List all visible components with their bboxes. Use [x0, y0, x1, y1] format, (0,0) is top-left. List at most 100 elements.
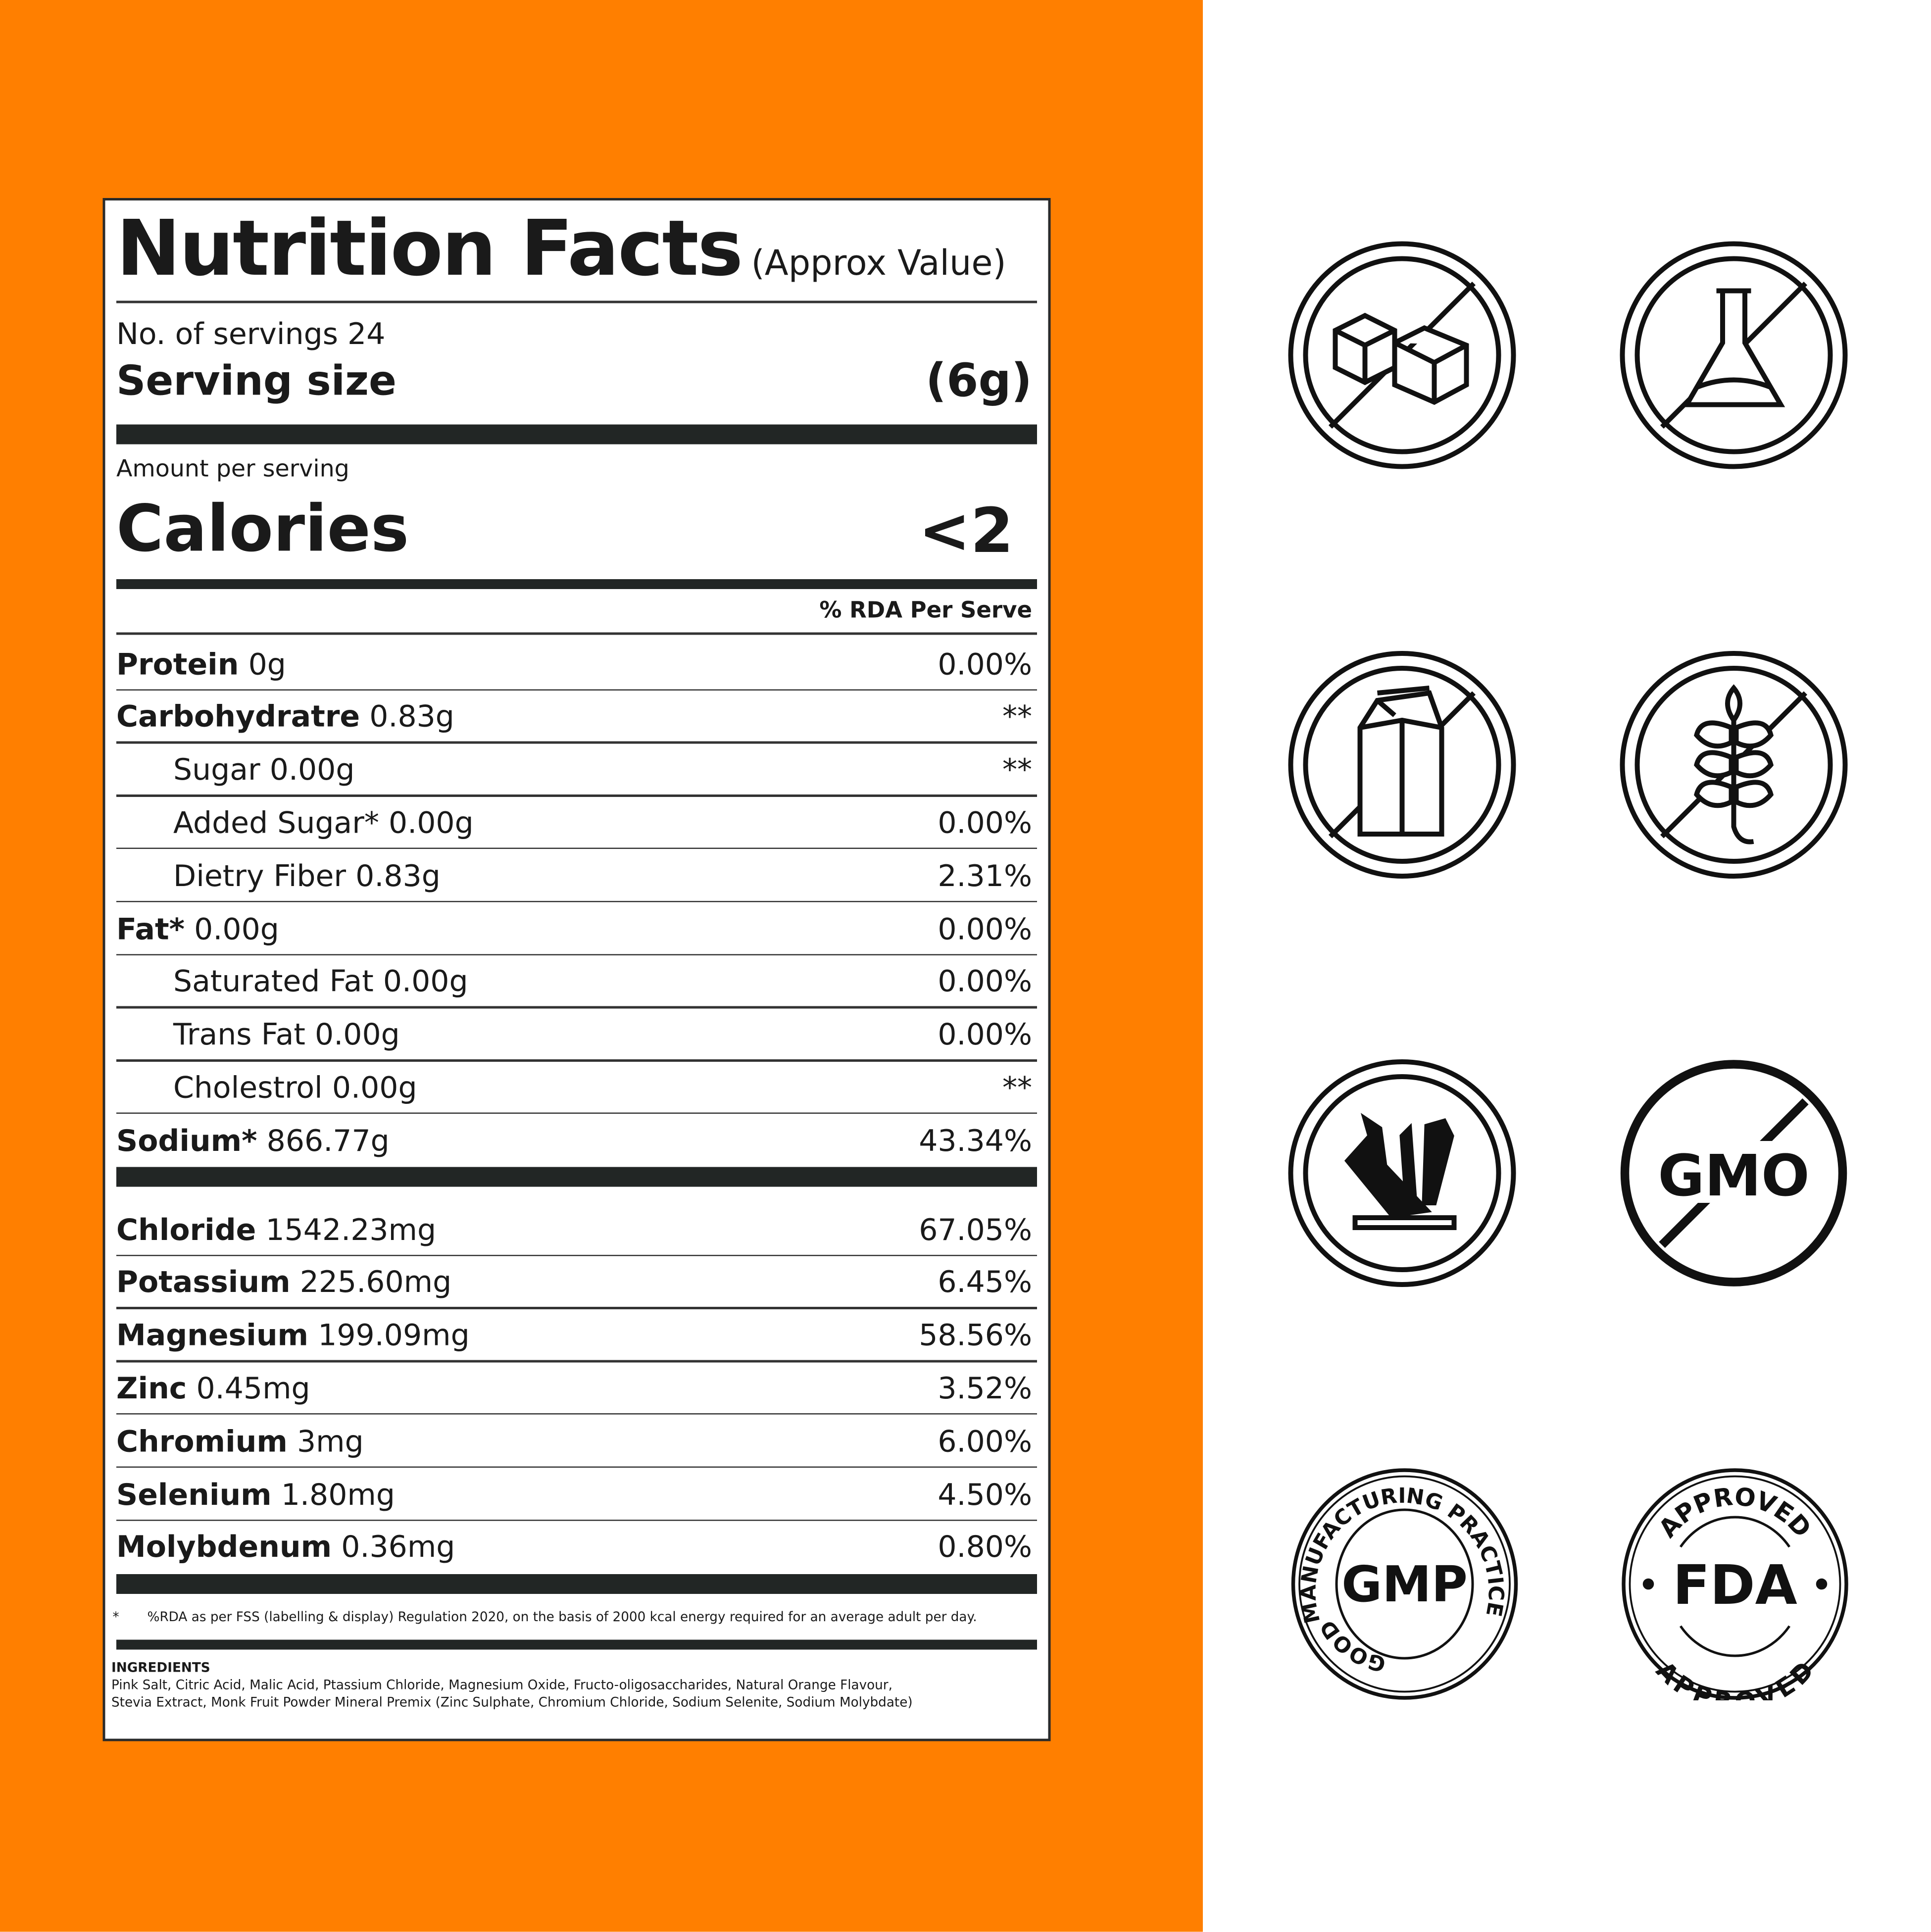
nutrient-name: Dietry Fiber 0.83g: [116, 858, 441, 893]
nutrient-rda: 3.52%: [938, 1371, 1032, 1406]
nutrient-amount: 0.00g: [332, 1070, 417, 1105]
nutrient-amount: 1542.23mg: [265, 1212, 437, 1247]
gluten-free-icon: [1620, 651, 1848, 879]
nutrient-rda: 58.56%: [919, 1318, 1032, 1353]
nutrient-label: Added Sugar*: [173, 805, 379, 841]
nutrient-label: Molybdenum: [116, 1530, 332, 1565]
gmo-text: GMO: [1658, 1143, 1810, 1209]
nutrient-row: Cholestrol 0.00g **: [116, 1061, 1037, 1114]
nutrient-amount: 0.00g: [315, 1017, 400, 1052]
nutrient-rda: 0.00%: [938, 964, 1032, 999]
nutrient-name: Protein 0g: [116, 646, 286, 681]
footnote: %RDA as per FSS (labelling & display) Re…: [147, 1610, 977, 1625]
nutrient-rda: **: [1002, 1070, 1032, 1105]
nutrient-amount: 0.83g: [355, 858, 441, 893]
nutrient-rda: 0.00%: [938, 1017, 1032, 1052]
nutrient-row: Chloride 1542.23mg 67.05%: [116, 1203, 1037, 1256]
nutrient-name: Magnesium 199.09mg: [116, 1318, 470, 1353]
nutrient-amount: 0.00g: [194, 911, 279, 946]
nutrient-rda: **: [1002, 752, 1032, 788]
calories-label: Calories: [116, 493, 409, 567]
nutrient-name: Selenium 1.80mg: [116, 1477, 395, 1512]
nutrient-name: Added Sugar* 0.00g: [116, 805, 474, 840]
nutrient-name: Trans Fat 0.00g: [116, 1017, 400, 1052]
fda-approved-icon: APPROVED APPROVED FDA: [1622, 1468, 1848, 1700]
nutrient-rda: 4.50%: [938, 1477, 1032, 1512]
title-note: (Approx Value): [751, 243, 1006, 284]
footnote-mark: *: [112, 1610, 119, 1625]
divider-bar: [116, 1574, 1037, 1594]
nutrient-label: Cholestrol: [173, 1070, 323, 1105]
nutrient-rda: **: [1002, 699, 1032, 735]
nutrient-amount: 1.80mg: [281, 1477, 395, 1512]
nutrient-name: Sugar 0.00g: [116, 752, 354, 787]
nutrient-rda: 2.31%: [938, 858, 1032, 893]
nutrient-label: Zinc: [116, 1371, 187, 1406]
nutrient-amount: 0.00g: [269, 752, 355, 788]
minerals-icon: [1288, 1059, 1516, 1287]
nutrient-name: Sodium* 866.77g: [116, 1123, 390, 1158]
nutrient-row: Carbohydratre 0.83g **: [116, 690, 1037, 743]
nutrient-name: Chloride 1542.23mg: [116, 1212, 436, 1247]
nutrient-name: Molybdenum 0.36mg: [116, 1530, 455, 1565]
divider-bar: [116, 424, 1037, 445]
gmp-badge-icon: MANUFACTURING PRACTICE GOOD GMP: [1291, 1468, 1518, 1700]
serving-size-value: (6g): [925, 354, 1032, 407]
nutrient-rda: 67.05%: [919, 1212, 1032, 1247]
nutrient-amount: 199.09mg: [318, 1318, 470, 1353]
nutrient-rda: 0.00%: [938, 911, 1032, 946]
nutrient-label: Sugar: [173, 752, 260, 788]
nutrient-row: Molybdenum 0.36mg 0.80%: [116, 1521, 1032, 1574]
servings-count: No. of servings 24: [116, 317, 386, 351]
nutrient-row: Chromium 3mg 6.00%: [116, 1415, 1037, 1468]
rda-header: % RDA Per Serve: [819, 597, 1032, 624]
nutrient-label: Trans Fat: [173, 1017, 305, 1052]
nutrient-name: Chromium 3mg: [116, 1424, 364, 1459]
nutrition-facts-label: Nutrition Facts (Approx Value) No. of se…: [102, 198, 1051, 1741]
nutrient-row: Sugar 0.00g **: [116, 743, 1037, 796]
nutrient-row: Dietry Fiber 0.83g 2.31%: [116, 849, 1037, 902]
nutrient-label: Protein: [116, 646, 239, 682]
nutrient-amount: 3mg: [297, 1424, 364, 1459]
nutrient-row: Trans Fat 0.00g 0.00%: [116, 1008, 1037, 1061]
calories-value: <2: [918, 495, 1014, 567]
nutrient-rda: 6.45%: [938, 1265, 1032, 1300]
nutrient-label: Carbohydratre: [116, 699, 360, 735]
nutrient-name: Zinc 0.45mg: [116, 1371, 310, 1406]
nutrient-label: Saturated Fat: [173, 964, 374, 999]
nutrient-rda: 0.00%: [938, 805, 1032, 841]
nutrient-amount: 0.00g: [389, 805, 474, 841]
nutrient-row: Selenium 1.80mg 4.50%: [116, 1468, 1037, 1521]
ingredients-line: Stevia Extract, Monk Fruit Powder Minera…: [111, 1695, 913, 1710]
ingredients-line: Pink Salt, Citric Acid, Malic Acid, Ptas…: [111, 1678, 892, 1693]
nutrient-amount: 0.45mg: [196, 1371, 310, 1406]
non-gmo-icon: GMO: [1620, 1060, 1847, 1287]
nutrient-name: Fat* 0.00g: [116, 911, 279, 946]
nutrient-row: Added Sugar* 0.00g 0.00%: [116, 796, 1037, 849]
amount-per-serving: Amount per serving: [116, 455, 349, 483]
no-chemicals-icon: [1620, 241, 1848, 469]
label-title: Nutrition Facts: [116, 203, 743, 294]
nutrient-amount: 0.83g: [369, 699, 454, 735]
nutrient-name: Carbohydratre 0.83g: [116, 699, 454, 734]
nutrient-rda: 0.00%: [938, 646, 1032, 682]
no-dairy-icon: [1288, 651, 1516, 879]
nutrient-label: Fat*: [116, 911, 185, 946]
nutrient-amount: 866.77g: [266, 1123, 390, 1158]
nutrient-label: Dietry Fiber: [173, 858, 347, 893]
nutrient-amount: 225.60mg: [299, 1265, 452, 1300]
fda-ring-bottom: APPROVED: [1650, 1656, 1819, 1700]
no-sugar-icon: [1288, 241, 1516, 469]
svg-text:APPROVED: APPROVED: [1650, 1656, 1819, 1700]
ingredients-title: INGREDIENTS: [111, 1661, 210, 1676]
nutrient-label: Potassium: [116, 1265, 291, 1300]
nutrient-name: Potassium 225.60mg: [116, 1265, 451, 1300]
gmp-text: GMP: [1341, 1555, 1468, 1613]
nutrient-name: Saturated Fat 0.00g: [116, 964, 468, 999]
svg-text:APPROVED: APPROVED: [1653, 1482, 1817, 1543]
nutrient-row: Fat* 0.00g 0.00%: [116, 902, 1037, 955]
nutrient-label: Chromium: [116, 1424, 288, 1459]
nutrient-row: Sodium* 866.77g 43.34%: [116, 1114, 1032, 1167]
fda-text: FDA: [1673, 1553, 1797, 1617]
